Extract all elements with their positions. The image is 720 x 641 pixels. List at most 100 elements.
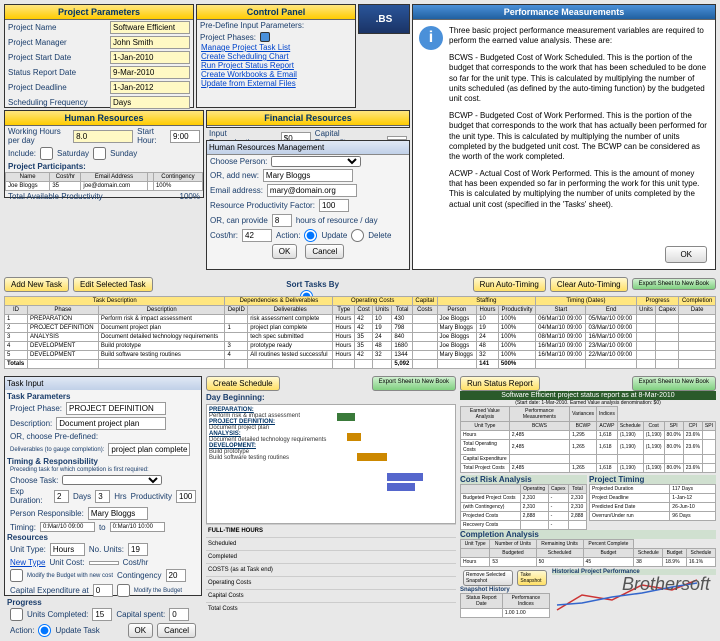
hrm-ok-button[interactable]: OK <box>272 244 298 259</box>
ti-ok-button[interactable]: OK <box>128 623 154 638</box>
hrm-delete-radio[interactable] <box>351 229 364 242</box>
ti-unitscomp-label: Units Completed: <box>27 610 88 619</box>
ti-unitcost-label: Unit Cost: <box>49 558 84 567</box>
ti-modbudget2-label: Modify the Budget <box>134 588 182 594</box>
schedule-export-button[interactable]: Export Sheet to New Book <box>372 376 456 391</box>
status-export-button[interactable]: Export Sheet to New Book <box>632 376 716 391</box>
hrm-addnew-label: OR, add new: <box>210 171 259 180</box>
control-panel-title: Control Panel <box>197 5 355 20</box>
sched-section: Completed <box>206 550 456 563</box>
ti-conting-label: Contingency <box>117 571 161 580</box>
saturday-checkbox[interactable] <box>40 147 53 160</box>
sched-section: Operating Costs <box>206 576 456 589</box>
ti-update-radio[interactable] <box>38 624 51 637</box>
create-schedule-button[interactable]: Create Schedule <box>206 376 280 391</box>
ti-exp-field[interactable]: 2 <box>54 490 69 503</box>
pp-field[interactable]: 1-Jan-2010 <box>110 51 190 64</box>
hrm-email-field[interactable]: mary@domain.org <box>267 184 357 197</box>
ti-prod-field[interactable]: 100 <box>176 490 196 503</box>
ti-capspent-field[interactable]: 0 <box>169 608 189 621</box>
perf-p1: Three basic project performance measurem… <box>449 26 709 47</box>
cp-link[interactable]: Run Project Status Report <box>201 61 294 70</box>
ti-task-select[interactable] <box>62 475 162 485</box>
edit-task-button[interactable]: Edit Selected Task <box>73 277 153 292</box>
gantt-chart: PREPARATION:Perform risk & impact assess… <box>206 404 456 524</box>
gantt-bar <box>387 473 423 481</box>
ti-unitscomp-field[interactable]: 15 <box>92 608 112 621</box>
sched-section: COSTS (as at Task end) <box>206 563 456 576</box>
ti-desc-field[interactable]: Document project plan <box>56 417 166 430</box>
daybegin-label: Day Beginning: <box>206 393 456 402</box>
ti-unitcost-field[interactable] <box>89 561 119 565</box>
add-task-button[interactable]: Add New Task <box>4 277 69 292</box>
ti-deliv-field[interactable]: project plan complete <box>108 443 190 456</box>
hrm-cost-field[interactable]: 42 <box>242 229 272 242</box>
ti-choose-label: Choose Task: <box>10 476 58 485</box>
hrm-prod-field[interactable]: 100 <box>319 199 349 212</box>
clear-autotiming-button[interactable]: Clear Auto-Timing <box>550 277 628 292</box>
cp-link[interactable]: Manage Project Task List <box>201 43 290 52</box>
ti-timing2-field[interactable]: 0:Mar/10 09:00 <box>40 522 95 532</box>
ti-unitscomp-check[interactable] <box>10 608 23 621</box>
sched-section: Scheduled <box>206 537 456 550</box>
task-input-dialog: Task Input Task Parameters Project Phase… <box>4 376 202 596</box>
sunday-checkbox[interactable] <box>93 147 106 160</box>
pp-label: Project Deadline <box>8 83 67 92</box>
hrm-title: Human Resources Management <box>207 141 409 155</box>
status-title: Software Efficient project status report… <box>460 391 716 400</box>
ti-unittype-field[interactable]: Hours <box>50 543 85 556</box>
control-panel: Control Panel Pre-Define Input Parameter… <box>196 4 356 108</box>
phases-icon[interactable] <box>260 32 270 42</box>
perf-ok-button[interactable]: OK <box>665 246 707 263</box>
remove-snapshot-button[interactable]: Remove Selected Snapshot <box>463 570 513 586</box>
ti-costhr-label: Cost/hr <box>123 558 149 567</box>
ti-hrs-field[interactable]: 3 <box>95 490 110 503</box>
hrm-delete-label: Delete <box>368 231 391 240</box>
gantt-bar <box>387 483 415 491</box>
ti-conting-field[interactable]: 20 <box>166 569 186 582</box>
hr-table: NameCost/hrEmail AddressContingencyJoe B… <box>5 172 203 191</box>
hrm-provide-field[interactable]: 8 <box>272 214 292 227</box>
cp-link[interactable]: Create Workbooks & Email <box>201 70 297 79</box>
costrisk-label: Cost Risk Analysis <box>460 475 587 484</box>
hr-participants-label: Project Participants: <box>8 162 86 171</box>
eva-table: Earned Value AnalysisPerformance Measure… <box>460 406 716 473</box>
export-sheet-button[interactable]: Export Sheet to New Book <box>632 278 716 290</box>
hrm-cost-label: Cost/hr: <box>210 231 238 240</box>
ti-modbudget-check[interactable] <box>10 569 23 582</box>
pp-field[interactable]: Software Efficient <box>110 21 190 34</box>
hrm-prod-label: Resource Productivity Factor: <box>210 201 315 210</box>
ti-phase-field[interactable]: PROJECT DEFINITION <box>66 402 166 415</box>
hrm-person-select[interactable] <box>271 156 361 167</box>
ti-person-field[interactable]: Mary Bloggs <box>88 507 148 520</box>
pp-field[interactable]: 1-Jan-2012 <box>110 81 190 94</box>
gantt-bar <box>357 453 387 461</box>
schedule-panel: Create ScheduleExport Sheet to New Book … <box>206 376 456 596</box>
cp-link[interactable]: Create Scheduling Chart <box>201 52 289 61</box>
ti-nounits-field[interactable]: 19 <box>128 543 148 556</box>
ti-params-label: Task Parameters <box>7 392 199 401</box>
hrm-update-radio[interactable] <box>304 229 317 242</box>
pp-field[interactable]: 9-Mar-2010 <box>110 66 190 79</box>
pp-field[interactable]: John Smith <box>110 36 190 49</box>
hrm-update-label: Update <box>321 231 347 240</box>
hr-hours-field[interactable]: 8.0 <box>73 130 133 143</box>
ti-newtype-link[interactable]: New Type <box>10 558 45 567</box>
run-autotiming-button[interactable]: Run Auto-Timing <box>473 277 546 292</box>
pp-label: Scheduling Frequency <box>8 98 88 107</box>
ti-modbudget2-check[interactable] <box>117 584 130 597</box>
hrm-addnew-field[interactable]: Mary Bloggs <box>263 169 353 182</box>
ti-progress-label: Progress <box>7 598 199 607</box>
take-snapshot-button[interactable]: Take Snapshot <box>517 570 547 586</box>
ti-cancel-button[interactable]: Cancel <box>157 623 196 638</box>
financial-resources-panel: Financial Resources <box>206 110 410 128</box>
ti-timing2-field2[interactable]: 0:Mar/10 10:00 <box>110 522 165 532</box>
pp-field[interactable]: Days <box>110 96 190 109</box>
hr-start-field[interactable]: 9:00 <box>170 130 200 143</box>
ti-capex-field[interactable]: 0 <box>93 584 113 597</box>
timing-table: Projected Duration117 DaysProject Deadli… <box>589 484 716 521</box>
gantt-bar <box>347 433 361 441</box>
run-status-button[interactable]: Run Status Report <box>460 376 540 391</box>
hrm-cancel-button[interactable]: Cancel <box>305 244 344 259</box>
cp-link[interactable]: Update from External Files <box>201 79 296 88</box>
